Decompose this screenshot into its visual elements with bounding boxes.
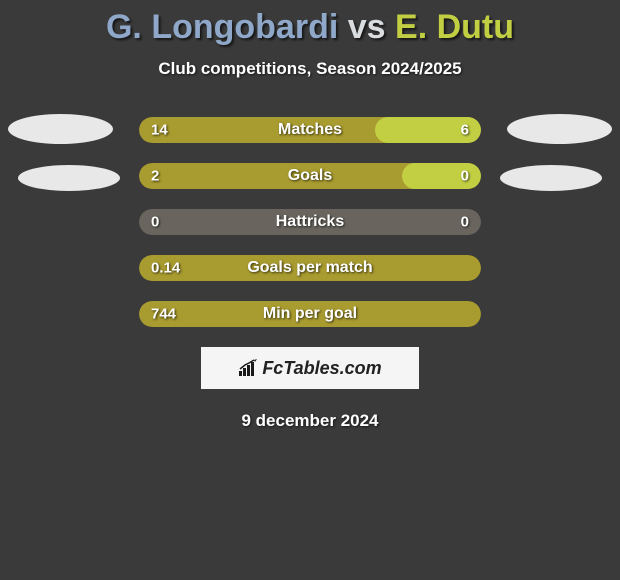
stat-row: 00Hattricks: [139, 209, 481, 235]
stat-label: Goals per match: [139, 259, 481, 277]
logo-label: FcTables.com: [262, 358, 381, 379]
avatar-right-2: [500, 165, 602, 191]
avatar-right-1: [507, 114, 612, 144]
title-player-right: E. Dutu: [395, 8, 514, 46]
page-title: G. Longobardi vs E. Dutu: [0, 0, 620, 47]
stat-row: 744Min per goal: [139, 301, 481, 327]
stat-label: Goals: [139, 167, 481, 185]
subtitle: Club competitions, Season 2024/2025: [0, 59, 620, 79]
title-player-left: G. Longobardi: [106, 8, 338, 46]
avatar-left-2: [18, 165, 120, 191]
date: 9 december 2024: [0, 411, 620, 431]
stat-row: 146Matches: [139, 117, 481, 143]
stats-area: 146Matches 20Goals 00Hattricks 0.14Goals pe…: [0, 117, 620, 327]
stat-label: Hattricks: [139, 213, 481, 231]
logo-box[interactable]: FcTables.com: [201, 347, 419, 389]
avatar-left-1: [8, 114, 113, 144]
stat-row: 20Goals: [139, 163, 481, 189]
stat-label: Min per goal: [139, 305, 481, 323]
stat-row: 0.14Goals per match: [139, 255, 481, 281]
logo-text: FcTables.com: [238, 358, 381, 379]
stat-label: Matches: [139, 121, 481, 139]
title-vs: vs: [348, 8, 386, 46]
chart-icon: [238, 359, 260, 377]
